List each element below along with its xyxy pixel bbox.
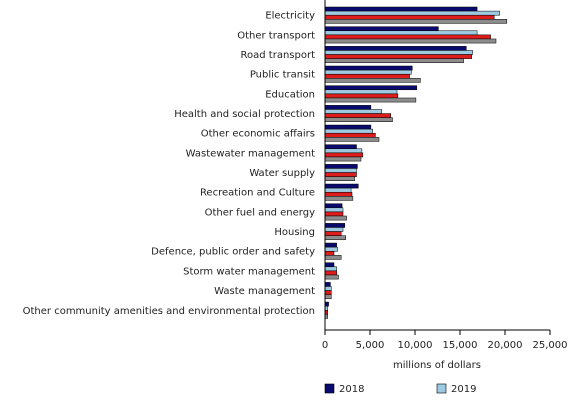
bar-storm-water-management-series-2 <box>324 266 337 272</box>
bar-other-fuel-and-energy-series-4 <box>324 215 347 221</box>
legend-swatch-2019 <box>436 383 447 394</box>
x-tick-label: 20,000 <box>488 340 523 351</box>
category-label-other-economic-affairs: Other economic affairs <box>201 129 315 140</box>
bar-road-transport-series-4 <box>324 58 464 63</box>
bar-health-and-social-protection-series-4 <box>324 117 393 123</box>
bar-recreation-and-culture-series-3 <box>324 191 353 197</box>
bar-other-economic-affairs-series-2 <box>324 128 373 134</box>
bar-recreation-and-culture-series-1 <box>324 183 359 189</box>
bar-electricity-series-2 <box>324 10 500 16</box>
bar-water-supply-series-2 <box>324 168 357 173</box>
bar-health-and-social-protection-series-1 <box>324 105 372 110</box>
bar-education-series-3 <box>324 93 399 99</box>
category-label-housing: Housing <box>274 227 315 238</box>
legend-label-2019: 2019 <box>451 384 476 395</box>
x-tick-label: 10,000 <box>398 340 433 351</box>
bar-waste-management-series-3 <box>324 290 332 295</box>
bar-other-fuel-and-energy-series-1 <box>324 203 343 209</box>
bar-other-fuel-and-energy-series-2 <box>324 207 344 213</box>
legend: 2018 2019 <box>324 383 476 395</box>
bar-defence-public-order-and-safety-series-3 <box>324 250 335 256</box>
bar-electricity-series-3 <box>324 14 495 20</box>
category-label-wastewater-management: Wastewater management <box>186 148 315 159</box>
bar-other-transport-series-1 <box>324 26 439 32</box>
bar-wastewater-management-series-3 <box>324 152 364 158</box>
category-label-storm-water-management: Storm water management <box>183 266 315 277</box>
bar-public-transit-series-3 <box>324 73 410 79</box>
category-label-education: Education <box>265 89 315 100</box>
bars-group <box>324 6 508 319</box>
bar-housing-series-2 <box>324 227 344 232</box>
bar-other-economic-affairs-series-3 <box>324 132 376 138</box>
bar-other-transport-series-3 <box>324 34 491 40</box>
category-label-other-fuel-and-energy: Other fuel and energy <box>205 207 315 218</box>
bar-defence-public-order-and-safety-series-2 <box>324 246 338 252</box>
bar-other-economic-affairs-series-1 <box>324 124 372 130</box>
category-label-road-transport: Road transport <box>241 50 316 61</box>
bar-housing-series-3 <box>324 231 342 236</box>
bar-recreation-and-culture-series-4 <box>324 196 354 201</box>
bar-road-transport-series-3 <box>324 54 472 59</box>
bar-health-and-social-protection-series-3 <box>324 113 391 118</box>
category-label-defence-public-order-and-safety: Defence, public order and safety <box>151 247 315 258</box>
x-axis-ticks: 0 5,000 10,000 15,000 20,000 25,000 <box>322 330 568 351</box>
category-label-electricity: Electricity <box>265 11 315 22</box>
bar-storm-water-management-series-3 <box>324 270 337 276</box>
category-label-health-and-social-protection: Health and social protection <box>174 109 315 120</box>
x-tick-label: 15,000 <box>443 340 478 351</box>
bar-public-transit-series-4 <box>324 78 421 83</box>
bar-public-transit-series-1 <box>324 65 413 71</box>
category-label-public-transit: Public transit <box>250 70 315 81</box>
bar-education-series-2 <box>324 89 398 95</box>
category-label-other-transport: Other transport <box>237 30 315 41</box>
bar-other-fuel-and-energy-series-3 <box>324 211 344 217</box>
bar-waste-management-series-4 <box>324 294 332 300</box>
bar-road-transport-series-1 <box>324 46 467 51</box>
bar-storm-water-management-series-1 <box>324 262 335 268</box>
bar-wastewater-management-series-4 <box>324 156 362 162</box>
bar-defence-public-order-and-safety-series-1 <box>324 242 337 248</box>
x-tick-label: 25,000 <box>533 340 568 351</box>
bar-other-transport-series-2 <box>324 30 478 36</box>
bar-wastewater-management-series-2 <box>324 148 363 154</box>
legend-label-2018: 2018 <box>339 384 364 395</box>
category-label-other-community-amenities-and-environmental-protection: Other community amenities and environmen… <box>23 306 315 317</box>
x-axis-title: millions of dollars <box>393 360 481 371</box>
bar-other-economic-affairs-series-4 <box>324 137 380 142</box>
x-tick-label: 0 <box>322 340 328 351</box>
category-label-water-supply: Water supply <box>249 168 315 179</box>
bar-road-transport-series-2 <box>324 50 473 55</box>
bar-other-community-amenities-and-environmental-protection-series-1 <box>324 301 329 307</box>
x-tick-label: 5,000 <box>356 340 385 351</box>
bar-waste-management-series-2 <box>324 286 332 291</box>
bar-water-supply-series-3 <box>324 172 357 177</box>
bar-water-supply-series-1 <box>324 164 358 169</box>
category-labels: Electricity Other transport Road transport… <box>23 11 315 317</box>
category-label-recreation-and-culture: Recreation and Culture <box>200 188 315 199</box>
bar-education-series-4 <box>324 97 417 103</box>
bar-wastewater-management-series-1 <box>324 144 357 150</box>
category-label-waste-management: Waste management <box>214 286 315 297</box>
bar-electricity-series-1 <box>324 6 478 12</box>
bar-public-transit-series-2 <box>324 69 412 75</box>
bar-housing-series-4 <box>324 235 346 241</box>
bar-education-series-1 <box>324 85 418 91</box>
bar-recreation-and-culture-series-2 <box>324 187 352 193</box>
bar-other-transport-series-4 <box>324 38 497 44</box>
bar-defence-public-order-and-safety-series-4 <box>324 255 342 260</box>
bar-water-supply-series-4 <box>324 176 355 182</box>
legend-swatch-2018 <box>324 383 335 394</box>
bar-storm-water-management-series-4 <box>324 274 339 280</box>
bar-waste-management-series-1 <box>324 282 331 287</box>
bar-health-and-social-protection-series-2 <box>324 109 382 114</box>
bar-housing-series-1 <box>324 223 346 228</box>
bar-electricity-series-4 <box>324 19 508 24</box>
